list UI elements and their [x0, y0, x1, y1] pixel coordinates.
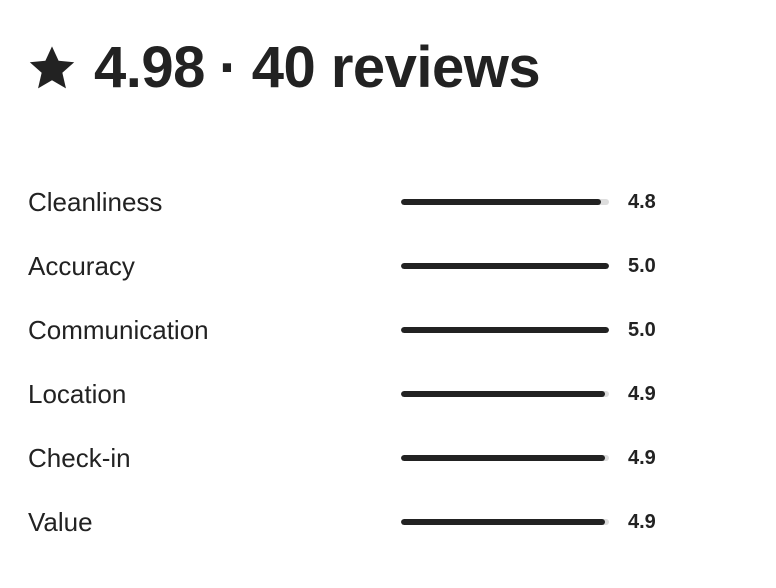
rating-row-accuracy: Accuracy 5.0 [28, 234, 728, 298]
rating-row-cleanliness: Cleanliness 4.8 [28, 170, 728, 234]
rating-value: 4.9 [628, 383, 656, 405]
rating-bar-track [401, 263, 609, 269]
rating-value: 4.9 [628, 511, 656, 533]
rating-value: 4.8 [628, 191, 656, 213]
rating-bar-fill [401, 263, 609, 269]
rating-value: 5.0 [628, 319, 656, 341]
rating-value: 4.9 [628, 447, 656, 469]
rating-bar-track [401, 391, 609, 397]
rating-bar-track [401, 455, 609, 461]
rating-summary-header: 4.98 · 40 reviews [28, 30, 541, 106]
rating-row-location: Location 4.9 [28, 362, 728, 426]
rating-bar-fill [401, 455, 605, 461]
rating-label: Location [28, 379, 127, 409]
rating-bar-track [401, 327, 609, 333]
rating-row-value: Value 4.9 [28, 490, 728, 554]
rating-bar-fill [401, 519, 605, 525]
rating-row-check-in: Check-in 4.9 [28, 426, 728, 490]
header-separator: · [218, 35, 238, 100]
rating-label: Accuracy [28, 251, 135, 281]
star-icon [29, 46, 75, 89]
rating-row-communication: Communication 5.0 [28, 298, 728, 362]
rating-bar-track [401, 199, 609, 205]
rating-value: 5.0 [628, 255, 656, 277]
rating-label: Cleanliness [28, 187, 163, 217]
category-ratings: Cleanliness 4.8 Accuracy 5.0 Communicati… [28, 170, 728, 554]
rating-label: Communication [28, 315, 209, 345]
overall-rating: 4.98 [94, 35, 205, 100]
rating-bar-fill [401, 199, 601, 205]
rating-bar-fill [401, 327, 609, 333]
rating-bar-fill [401, 391, 605, 397]
reviews-count-link[interactable]: 40 reviews [251, 35, 541, 100]
rating-bar-track [401, 519, 609, 525]
rating-label: Check-in [28, 443, 131, 473]
rating-label: Value [28, 507, 93, 537]
